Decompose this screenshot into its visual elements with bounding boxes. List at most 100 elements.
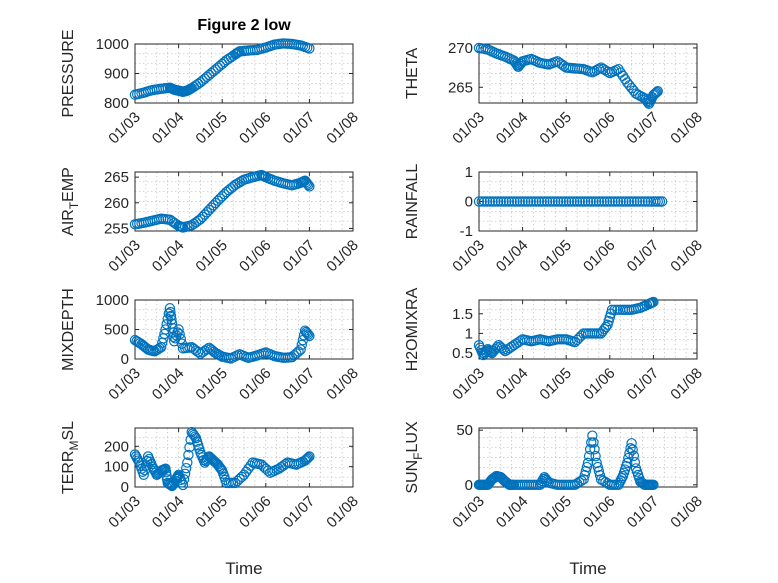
data-point bbox=[503, 196, 515, 207]
data-point bbox=[160, 467, 172, 478]
x-tick-label: 01/08 bbox=[323, 237, 362, 276]
subplot-h2omixra: 0.5 1 1.5 01/03 01/04 01/05 01/06 01/07 01/08 H2O… bbox=[404, 287, 706, 403]
data-point bbox=[479, 196, 490, 207]
data-point bbox=[509, 196, 520, 207]
x-tick-label: 01/03 bbox=[449, 109, 488, 148]
x-tick-label: 01/05 bbox=[192, 237, 231, 276]
x-tick-label: 01/05 bbox=[536, 493, 575, 532]
data-point bbox=[640, 196, 651, 207]
x-tick-label: 01/04 bbox=[149, 109, 188, 148]
axes-frame bbox=[134, 171, 354, 232]
data-point bbox=[616, 473, 627, 484]
data-point bbox=[623, 196, 635, 207]
y-tick-label: 0 bbox=[121, 479, 129, 496]
data-point bbox=[163, 308, 174, 319]
data-point bbox=[569, 196, 580, 207]
data-point bbox=[637, 196, 648, 207]
data-point bbox=[649, 88, 660, 100]
y-tick-label: 265 bbox=[448, 79, 473, 96]
y-tick-label: 500 bbox=[104, 322, 129, 339]
data-point bbox=[304, 43, 315, 54]
y-tick-label: 265 bbox=[104, 169, 129, 186]
data-point bbox=[166, 314, 177, 325]
data-point bbox=[298, 330, 310, 341]
data-point bbox=[531, 196, 542, 207]
data-point bbox=[581, 461, 593, 473]
data-point bbox=[525, 196, 536, 207]
y-tick-label: 1000 bbox=[96, 292, 129, 309]
y-axis-label-main: SUN bbox=[404, 460, 421, 494]
data-point bbox=[177, 479, 189, 491]
data-point bbox=[585, 196, 596, 207]
axes-frame bbox=[478, 427, 698, 488]
data-point bbox=[182, 457, 193, 468]
data-point bbox=[589, 444, 600, 455]
x-tick-label: 01/03 bbox=[105, 237, 144, 276]
data-point bbox=[304, 181, 315, 192]
data-point bbox=[522, 196, 534, 207]
data-point bbox=[506, 196, 517, 207]
x-tick-label: 01/08 bbox=[667, 109, 706, 148]
subplot-sunflux: 0 50 01/03 01/04 01/05 01/06 01/07 01/08 SUNFLUX… bbox=[404, 421, 706, 578]
y-axis-label: RAINFALL bbox=[404, 164, 421, 240]
x-tick-label: 01/06 bbox=[236, 237, 275, 276]
data-point bbox=[576, 475, 587, 486]
x-tick-label: 01/08 bbox=[323, 109, 362, 148]
data-point bbox=[473, 196, 485, 207]
y-axis-label: H2OMIXRA bbox=[404, 287, 421, 371]
data-point bbox=[615, 196, 626, 207]
y-tick-label: 1 bbox=[465, 325, 473, 342]
data-point bbox=[304, 330, 315, 342]
series-markers bbox=[129, 169, 315, 233]
data-point bbox=[629, 456, 641, 468]
x-tick-label: 01/03 bbox=[449, 365, 488, 404]
x-tick-label: 01/03 bbox=[105, 493, 144, 532]
x-tick-label: 01/06 bbox=[580, 365, 619, 404]
x-tick-label: 01/08 bbox=[667, 493, 706, 532]
y-tick-label: 800 bbox=[104, 95, 129, 112]
data-point bbox=[601, 196, 613, 207]
data-point bbox=[295, 344, 306, 355]
x-tick-label: 01/05 bbox=[192, 493, 231, 532]
data-point bbox=[596, 196, 607, 207]
data-point bbox=[555, 196, 566, 207]
subplot-mixdepth: 0 500 1000 01/03 01/04 01/05 01/06 01/07 01/08 MI… bbox=[60, 288, 362, 403]
data-point bbox=[631, 196, 643, 207]
y-axis-label-main: THETA bbox=[404, 48, 421, 100]
data-point bbox=[561, 196, 572, 207]
x-tick-label: 01/08 bbox=[323, 365, 362, 404]
x-tick-label: 01/08 bbox=[667, 237, 706, 276]
y-axis-label-main: MIXDEPTH bbox=[60, 288, 77, 371]
data-point bbox=[577, 196, 588, 207]
data-point bbox=[626, 196, 637, 207]
data-point bbox=[183, 449, 194, 461]
data-point bbox=[584, 444, 596, 455]
y-axis-label-sub: T bbox=[67, 201, 81, 209]
data-point bbox=[650, 87, 661, 99]
data-point bbox=[495, 196, 506, 207]
data-point bbox=[293, 346, 304, 357]
data-point bbox=[588, 196, 599, 207]
data-point bbox=[163, 478, 174, 489]
data-point bbox=[480, 346, 491, 358]
y-axis-label: PRESSURE bbox=[60, 29, 77, 117]
y-tick-label: 900 bbox=[104, 66, 129, 83]
x-tick-label: 01/07 bbox=[280, 109, 319, 148]
data-point bbox=[550, 196, 561, 207]
data-point bbox=[161, 470, 172, 482]
data-point bbox=[517, 196, 528, 207]
y-axis-label-main: AIR bbox=[60, 209, 77, 236]
data-point bbox=[606, 304, 618, 316]
y-axis-label-post: EMP bbox=[60, 167, 77, 202]
series-markers bbox=[129, 426, 315, 492]
y-axis-label: MIXDEPTH bbox=[60, 288, 77, 371]
data-point bbox=[590, 450, 601, 462]
x-tick-label: 01/03 bbox=[449, 493, 488, 532]
x-tick-label: 01/06 bbox=[236, 493, 275, 532]
data-point bbox=[528, 196, 539, 207]
data-point bbox=[642, 196, 654, 207]
data-point bbox=[300, 454, 312, 465]
data-point bbox=[189, 431, 201, 442]
y-axis-label-post: LUX bbox=[404, 421, 421, 452]
data-point bbox=[547, 196, 558, 207]
